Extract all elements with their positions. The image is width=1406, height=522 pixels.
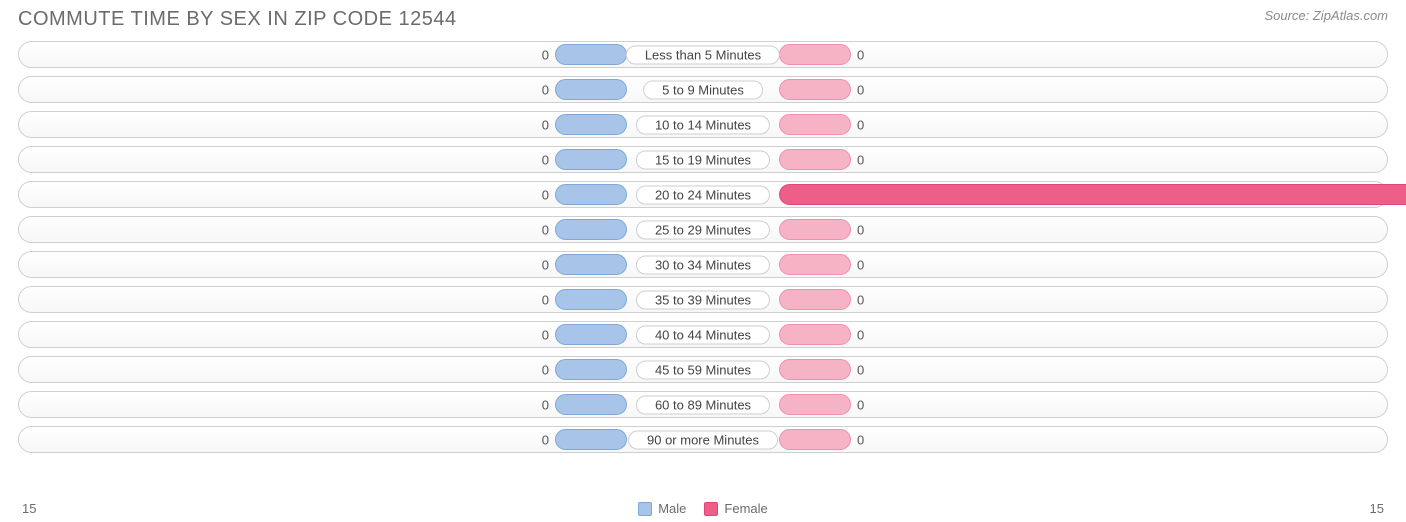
male-value: 0 (542, 257, 549, 272)
legend-swatch (704, 502, 718, 516)
female-bar (779, 254, 851, 275)
legend: Male Female (638, 501, 768, 516)
row-label: 90 or more Minutes (628, 430, 778, 449)
male-value: 0 (542, 152, 549, 167)
female-bar (779, 44, 851, 65)
male-bar (555, 359, 627, 380)
male-value: 0 (542, 362, 549, 377)
legend-item: Male (638, 501, 686, 516)
male-value: 0 (542, 327, 549, 342)
row-label: 15 to 19 Minutes (636, 150, 770, 169)
female-value: 0 (857, 152, 864, 167)
male-bar (555, 254, 627, 275)
male-value: 0 (542, 292, 549, 307)
male-bar (555, 44, 627, 65)
female-value: 0 (857, 327, 864, 342)
legend-swatch (638, 502, 652, 516)
legend-label: Female (724, 501, 767, 516)
female-bar (779, 219, 851, 240)
bar-row: 0 0 Less than 5 Minutes (18, 41, 1388, 68)
male-value: 0 (542, 187, 549, 202)
row-label: 45 to 59 Minutes (636, 360, 770, 379)
chart-header: COMMUTE TIME BY SEX IN ZIP CODE 12544 So… (0, 0, 1406, 35)
male-value: 0 (542, 397, 549, 412)
axis-left-max: 15 (22, 501, 36, 516)
male-bar (555, 184, 627, 205)
chart-title: COMMUTE TIME BY SEX IN ZIP CODE 12544 (18, 8, 457, 31)
female-bar (779, 289, 851, 310)
female-value: 0 (857, 432, 864, 447)
male-bar (555, 219, 627, 240)
legend-label: Male (658, 501, 686, 516)
male-value: 0 (542, 117, 549, 132)
male-value: 0 (542, 222, 549, 237)
male-bar (555, 149, 627, 170)
male-bar (555, 289, 627, 310)
female-value: 0 (857, 82, 864, 97)
male-value: 0 (542, 47, 549, 62)
legend-item: Female (704, 501, 767, 516)
female-bar (779, 429, 851, 450)
female-value: 0 (857, 362, 864, 377)
male-bar (555, 394, 627, 415)
female-bar (779, 79, 851, 100)
bar-row: 01520 to 24 Minutes (18, 181, 1388, 208)
bar-row: 0 0 5 to 9 Minutes (18, 76, 1388, 103)
female-bar (779, 114, 851, 135)
female-bar (779, 359, 851, 380)
bar-row: 0 0 90 or more Minutes (18, 426, 1388, 453)
bar-row: 0 0 15 to 19 Minutes (18, 146, 1388, 173)
female-bar (779, 324, 851, 345)
bar-row: 0 0 45 to 59 Minutes (18, 356, 1388, 383)
male-value: 0 (542, 432, 549, 447)
female-bar (779, 394, 851, 415)
row-label: 40 to 44 Minutes (636, 325, 770, 344)
female-value: 0 (857, 222, 864, 237)
row-label: 60 to 89 Minutes (636, 395, 770, 414)
female-value: 0 (857, 397, 864, 412)
female-bar (779, 149, 851, 170)
row-label: 30 to 34 Minutes (636, 255, 770, 274)
bar-row: 0 0 25 to 29 Minutes (18, 216, 1388, 243)
female-value: 0 (857, 47, 864, 62)
male-bar (555, 324, 627, 345)
row-label: 10 to 14 Minutes (636, 115, 770, 134)
bar-row: 0 0 60 to 89 Minutes (18, 391, 1388, 418)
row-label: 35 to 39 Minutes (636, 290, 770, 309)
female-value: 0 (857, 117, 864, 132)
female-value: 0 (857, 257, 864, 272)
male-value: 0 (542, 82, 549, 97)
chart-area: 00Less than 5 Minutes005 to 9 Minutes001… (0, 35, 1406, 453)
chart-footer: 15 Male Female 15 (0, 501, 1406, 516)
female-bar (779, 184, 1406, 205)
male-bar (555, 114, 627, 135)
female-value: 0 (857, 292, 864, 307)
male-bar (555, 79, 627, 100)
row-label: Less than 5 Minutes (626, 45, 780, 64)
male-bar (555, 429, 627, 450)
row-label: 20 to 24 Minutes (636, 185, 770, 204)
chart-source: Source: ZipAtlas.com (1264, 8, 1388, 23)
bar-row: 0 0 10 to 14 Minutes (18, 111, 1388, 138)
bar-row: 0 0 35 to 39 Minutes (18, 286, 1388, 313)
bar-row: 0 0 40 to 44 Minutes (18, 321, 1388, 348)
bar-row: 0 0 30 to 34 Minutes (18, 251, 1388, 278)
row-label: 25 to 29 Minutes (636, 220, 770, 239)
row-label: 5 to 9 Minutes (643, 80, 763, 99)
axis-right-max: 15 (1370, 501, 1384, 516)
